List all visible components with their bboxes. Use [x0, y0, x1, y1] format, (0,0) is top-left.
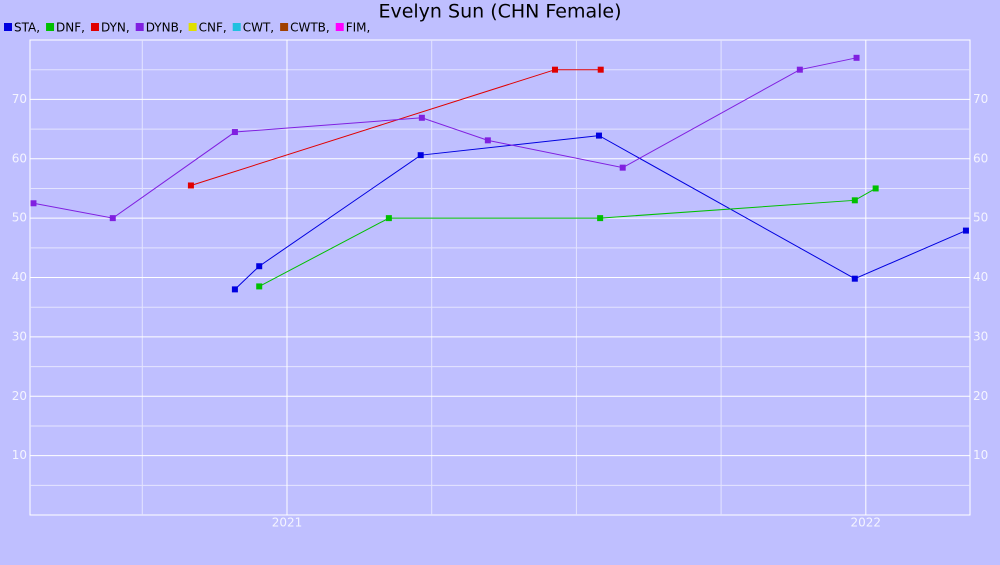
x-tick-label: 2021 [272, 516, 303, 530]
series-line [234, 135, 967, 290]
legend-label: FIM, [346, 21, 371, 35]
series-line [33, 57, 857, 219]
legend-swatch [90, 23, 99, 31]
point-marker [597, 215, 604, 222]
y2-tick-label: 10 [973, 448, 988, 462]
y2-tick-label: 50 [973, 211, 988, 225]
y2-tick-label: 70 [973, 92, 988, 106]
point-marker [619, 164, 626, 171]
legend-swatch [280, 23, 289, 31]
point-marker [484, 137, 491, 144]
point-marker [962, 227, 969, 234]
y2-tick-label: 30 [973, 329, 988, 343]
legend-swatch [135, 23, 144, 31]
legend-swatch [46, 23, 55, 31]
legend-label: CWTB, [290, 21, 330, 35]
legend-label: CNF, [199, 21, 227, 35]
point-marker [851, 197, 858, 204]
point-marker [597, 66, 604, 73]
x-tick-label: 2022 [851, 516, 882, 530]
point-marker [417, 152, 424, 159]
point-marker [385, 215, 392, 222]
chart-title: Evelyn Sun (CHN Female) [378, 1, 621, 23]
legend-swatch [4, 23, 12, 31]
point-marker [796, 66, 803, 73]
legend-label: DYNB, [146, 21, 183, 35]
legend-label: DNF, [56, 21, 85, 35]
point-marker [231, 129, 238, 136]
y-tick-label: 20 [12, 389, 27, 403]
legend-swatch [188, 23, 197, 31]
y2-tick-label: 40 [973, 270, 988, 284]
legend-swatch [335, 23, 344, 31]
legend-label: CWT, [243, 21, 274, 35]
legend-label: STA, [14, 21, 40, 35]
y-tick-label: 30 [12, 329, 27, 343]
legend-label: DYN, [101, 21, 130, 35]
y2-tick-label: 60 [973, 151, 988, 165]
y2-tick-label: 20 [973, 389, 988, 403]
point-marker [187, 182, 194, 189]
point-marker [551, 66, 558, 73]
y-tick-label: 10 [12, 448, 27, 462]
point-marker [872, 185, 879, 192]
legend-swatch [232, 23, 241, 31]
point-marker [109, 215, 116, 222]
point-marker [231, 286, 238, 293]
y-tick-label: 50 [12, 211, 27, 225]
y-tick-label: 40 [12, 270, 27, 284]
y-tick-label: 60 [12, 151, 27, 165]
point-marker [418, 114, 425, 121]
point-marker [595, 132, 602, 139]
y-tick-label: 70 [12, 92, 27, 106]
point-marker [256, 283, 263, 290]
point-marker [851, 275, 858, 282]
point-marker [30, 200, 37, 207]
point-marker [853, 54, 860, 61]
point-marker [256, 263, 263, 270]
